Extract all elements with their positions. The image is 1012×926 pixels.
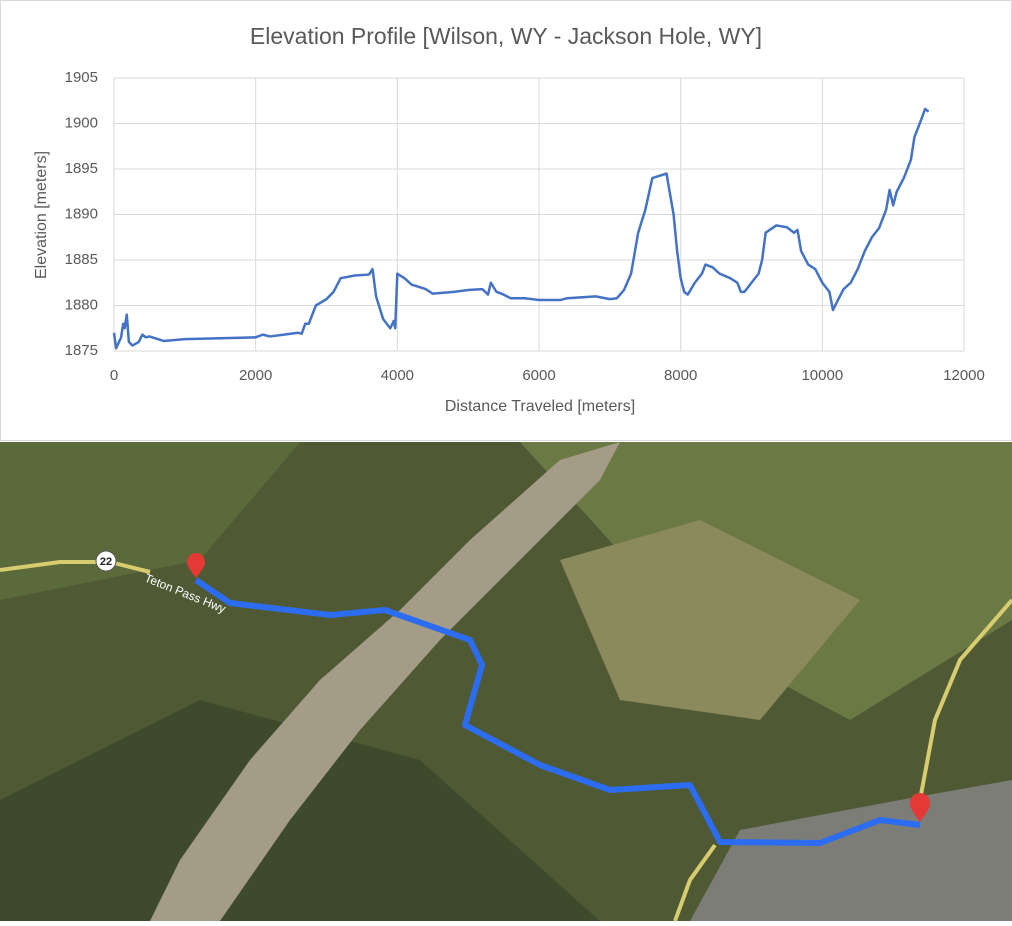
x-tick-label: 12000 — [943, 367, 985, 384]
town — [690, 780, 1012, 921]
chart-frame — [0, 0, 1012, 441]
x-tick-label: 2000 — [239, 367, 272, 384]
y-tick-label: 1895 — [65, 160, 98, 177]
x-tick-label: 6000 — [522, 367, 555, 384]
road — [0, 560, 151, 574]
route-shield — [95, 550, 117, 572]
y-tick-label: 1890 — [65, 205, 98, 222]
start-pin — [187, 553, 205, 578]
x-tick-label: 10000 — [801, 367, 843, 384]
river — [150, 442, 620, 921]
y-axis-label: Elevation [meters] — [33, 151, 50, 279]
x-axis-label: Distance Traveled [meters] — [445, 398, 635, 415]
y-tick-label: 1885 — [65, 251, 98, 268]
route — [194, 577, 921, 846]
x-tick-label: 4000 — [381, 367, 414, 384]
road — [918, 598, 1012, 801]
end-pin — [910, 793, 930, 822]
route-number: 22 — [100, 556, 112, 568]
y-tick-label: 1875 — [65, 342, 98, 359]
x-tick-label: 8000 — [664, 367, 697, 384]
chart-title: Elevation Profile [Wilson, WY - Jackson … — [250, 23, 762, 49]
elevation-line — [112, 107, 930, 350]
satellite-map: 22 Teton Pass Hwy — [0, 442, 1012, 922]
road — [673, 843, 717, 922]
y-tick-label: 1900 — [65, 114, 98, 131]
y-tick-label: 1905 — [65, 69, 98, 86]
y-tick-label: 1880 — [65, 296, 98, 313]
x-tick-label: 0 — [110, 367, 118, 384]
terrain — [560, 520, 860, 720]
terrain — [0, 700, 600, 921]
